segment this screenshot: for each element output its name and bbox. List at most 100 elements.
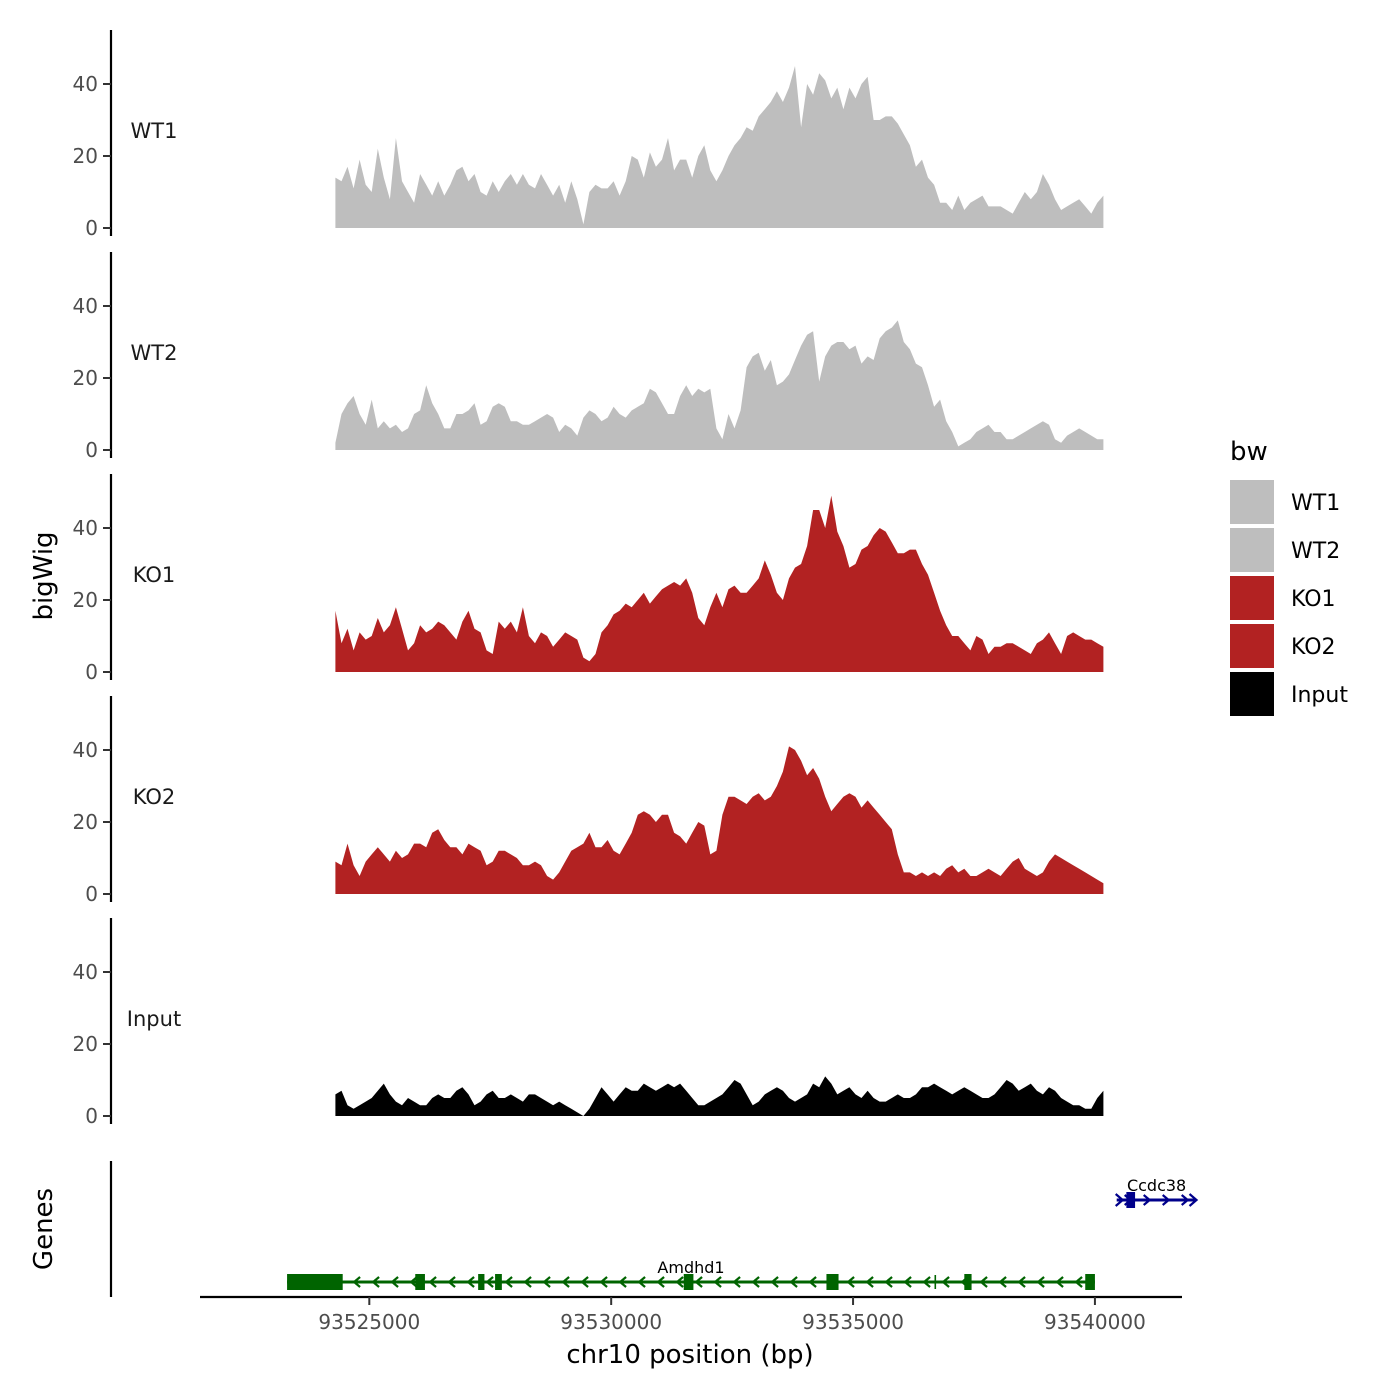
strand-arrow [1142, 1194, 1152, 1206]
strand-arrow [447, 1276, 456, 1288]
track-ko1: 0 20 40 KO1 [73, 474, 1104, 684]
coverage-area-ko2 [335, 746, 1104, 894]
y-tick-label: 0 [85, 438, 98, 462]
track-label: KO1 [133, 563, 176, 587]
strand-arrow [409, 1276, 418, 1288]
x-tick-label: 93535000 [802, 1310, 904, 1334]
legend-item-input: Input [1230, 672, 1348, 716]
exon [964, 1274, 972, 1290]
legend-item-wt2: WT2 [1230, 528, 1340, 572]
gene-amdhd1: Amdhd1 [287, 1258, 1095, 1290]
x-tick-label: 93525000 [318, 1310, 420, 1334]
y-tick-label: 0 [85, 882, 98, 906]
strand-arrow [637, 1276, 646, 1288]
strand-arrow [428, 1276, 437, 1288]
y-tick-label: 0 [85, 660, 98, 684]
strand-arrow [789, 1276, 798, 1288]
strand-arrow [1055, 1276, 1064, 1288]
gene-ccdc38: Ccdc38 [1114, 1176, 1199, 1208]
strand-arrow [922, 1276, 931, 1288]
y-tick-label: 0 [85, 216, 98, 240]
strand-arrow [1017, 1276, 1026, 1288]
exon [1085, 1274, 1095, 1290]
strand-arrow [466, 1276, 475, 1288]
x-tick-label: 93530000 [560, 1310, 662, 1334]
y-tick-label: 20 [73, 810, 98, 834]
strand-arrow [1114, 1193, 1125, 1207]
legend-swatch [1230, 576, 1274, 620]
exon [1126, 1192, 1136, 1208]
track-label: Input [127, 1007, 181, 1031]
track-wt1: 0 20 40 WT1 [73, 30, 1104, 240]
strand-arrow [903, 1276, 912, 1288]
strand-arrow [808, 1276, 817, 1288]
strand-arrow [998, 1276, 1007, 1288]
strand-arrow [675, 1276, 684, 1288]
strand-arrow [1188, 1193, 1199, 1207]
gene-label: Ccdc38 [1127, 1176, 1186, 1195]
strand-arrow [1036, 1276, 1045, 1288]
y-tick-label: 40 [73, 960, 98, 984]
exon [415, 1274, 425, 1290]
y-tick-label: 40 [73, 72, 98, 96]
legend-swatch [1230, 528, 1274, 572]
exon [495, 1274, 502, 1290]
coverage-area-wt1 [335, 66, 1104, 228]
strand-arrow [713, 1276, 722, 1288]
track-wt2: 0 20 40 WT2 [73, 252, 1104, 462]
strand-arrow [561, 1276, 570, 1288]
strand-arrow [542, 1276, 551, 1288]
legend-label: KO1 [1291, 587, 1336, 612]
y-tick-label: 0 [85, 1104, 98, 1128]
track-label: WT1 [131, 119, 178, 143]
exon [826, 1274, 839, 1290]
legend-label: Input [1291, 683, 1348, 708]
strand-arrow [770, 1276, 779, 1288]
legend-label: WT2 [1291, 539, 1340, 564]
x-axis-ticks: 93525000 93530000 93535000 93540000 [318, 1297, 1146, 1334]
exon [683, 1274, 694, 1290]
exon [478, 1274, 485, 1290]
exon [287, 1274, 343, 1290]
coverage-area-ko1 [335, 495, 1104, 672]
gene-models: Ccdc38 Amdhd1 [287, 1176, 1199, 1290]
y-tick-label: 40 [73, 294, 98, 318]
genes-panel: Genes Ccdc38 Amdhd1 93525000 93530000 93535… [29, 1161, 1199, 1334]
strand-arrow [1074, 1276, 1083, 1288]
legend-swatch [1230, 624, 1274, 668]
y-tick-label: 20 [73, 366, 98, 390]
strand-arrow [1180, 1194, 1190, 1206]
coverage-area-wt2 [335, 320, 1104, 450]
strand-arrow [846, 1276, 855, 1288]
strand-arrow [1161, 1194, 1171, 1206]
strand-arrow [523, 1276, 532, 1288]
legend: bw WT1 WT2 KO1 KO2 Input [1230, 437, 1348, 716]
y-axis-title: bigWig [29, 531, 59, 620]
y-tick-label: 40 [73, 516, 98, 540]
strand-arrow [390, 1276, 399, 1288]
strand-arrow [371, 1276, 380, 1288]
strand-arrow [865, 1276, 874, 1288]
strand-arrow [352, 1276, 361, 1288]
x-tick-label: 93540000 [1044, 1310, 1146, 1334]
strand-arrow [732, 1276, 741, 1288]
track-ko2: 0 20 40 KO2 [73, 696, 1104, 906]
track-input: 0 20 40 Input [73, 918, 1104, 1128]
strand-arrow [599, 1276, 608, 1288]
y-tick-label: 20 [73, 588, 98, 612]
coverage-area-input [335, 1076, 1104, 1116]
strand-arrow [884, 1276, 893, 1288]
strand-arrow [694, 1276, 703, 1288]
coverage-tracks: 0 20 40 WT1 0 20 40 WT2 0 20 40 KO1 0 20 40 KO2 0 20 40 Inp… [73, 30, 1104, 1128]
legend-label: KO2 [1291, 635, 1336, 660]
legend-swatch [1230, 480, 1274, 524]
track-label: KO2 [133, 785, 176, 809]
legend-item-ko2: KO2 [1230, 624, 1336, 668]
strand-arrow [580, 1276, 589, 1288]
strand-arrow [485, 1276, 494, 1288]
strand-arrow [504, 1276, 513, 1288]
strand-arrow [979, 1276, 988, 1288]
gene-label: Amdhd1 [657, 1258, 724, 1277]
legend-title: bw [1230, 437, 1268, 467]
